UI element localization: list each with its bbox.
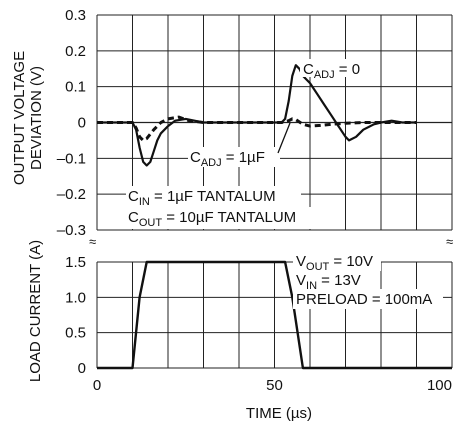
series-line-load-current [97,260,452,370]
y-tick-label: –0.2 [57,186,86,203]
x-axis-label: TIME (µs) [246,405,312,422]
x-tick-label: 50 [266,377,283,394]
annotation-cout: COUT = 10µF TANTALUM [128,209,296,229]
top-series [97,64,417,167]
y-tick-label: 0.5 [65,325,86,342]
y-tick-label: 0 [78,360,86,377]
annotation-vin: VIN = 13V [296,272,361,292]
axis-break-right: ≈ [446,234,453,249]
annotation-cin: CIN = 1µF TANTALUM [128,188,276,208]
annotation-preload: PRELOAD = 100mA [296,291,432,308]
bottom-y-axis-label: LOAD CURRENT (A) [27,240,44,382]
y-tick-label: 1.5 [65,254,86,271]
y-tick-label: 1.0 [65,289,86,306]
y-tick-label: –0.1 [57,150,86,167]
top-panel: 0.3 0.2 0.1 0 –0.1 –0.2 –0.3 OUTPUT VOLTAGE DE… [11,7,453,239]
y-tick-label: 0.3 [65,7,86,24]
annotation-cadj-1uf: CADJ = 1µF [190,149,265,169]
top-y-axis-label-line1: OUTPUT VOLTAGE [11,51,28,185]
axis-break-left: ≈ [89,234,96,249]
y-tick-label: –0.3 [57,222,86,239]
bottom-y-ticks: 1.5 1.0 0.5 0 [65,254,86,377]
y-tick-label: 0.1 [65,79,86,96]
y-tick-label: 0.2 [65,43,86,60]
bottom-grid [96,261,453,369]
annotation-bg [293,270,365,290]
top-y-ticks: 0.3 0.2 0.1 0 –0.1 –0.2 –0.3 [57,7,86,239]
x-tick-label: 100 [427,377,452,394]
annotation-bg [293,251,381,271]
series-line-cadj-0 [97,64,417,167]
x-ticks: 0 50 100 [93,377,452,394]
axis-break-marks: ≈ ≈ [89,234,453,249]
annotation-leader [277,122,291,154]
bottom-series [97,260,452,370]
annotation-bg [293,289,443,309]
series-line-cadj-1uf [97,115,417,142]
annotation-bg [188,147,280,167]
x-tick-label: 0 [93,377,101,394]
annotation-cadj-0: CADJ = 0 [303,61,360,81]
bottom-panel: 1.5 1.0 0.5 0 0 50 100 LOAD CURRENT (A) TIME … [27,240,453,422]
annotation-bg [126,186,301,208]
annotation-bg [300,59,378,77]
y-tick-label: 0 [78,115,86,132]
annotation-bg [126,207,316,229]
top-y-axis-label-line2: DEVIATION (V) [28,66,45,170]
